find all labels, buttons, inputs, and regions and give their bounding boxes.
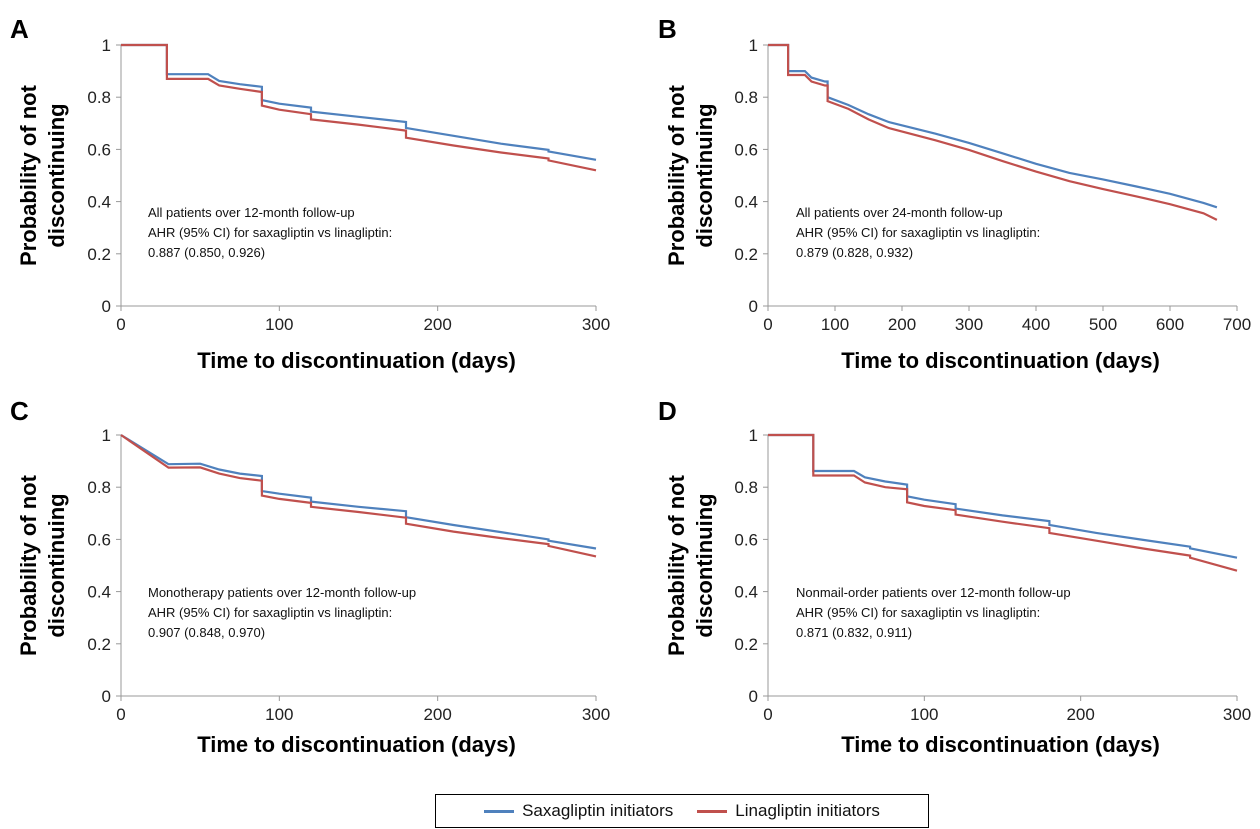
series-line-saxagliptin bbox=[768, 433, 1238, 559]
y-tick-label: 0.4 bbox=[734, 193, 758, 212]
y-tick-label: 0 bbox=[749, 297, 758, 316]
y-tick-label: 0.6 bbox=[87, 140, 111, 159]
y-tick-label: 0.6 bbox=[87, 530, 111, 549]
legend-swatch-saxagliptin bbox=[484, 809, 515, 813]
y-tick-label: 0 bbox=[102, 297, 111, 316]
annotation-line: AHR (95% CI) for saxagliptin vs linaglip… bbox=[148, 605, 392, 620]
legend-item-linagliptin: Linagliptin initiators bbox=[697, 801, 880, 821]
series-line-linagliptin bbox=[121, 43, 597, 172]
y-tick-label: 0.4 bbox=[87, 583, 111, 602]
legend-label-linagliptin: Linagliptin initiators bbox=[735, 801, 880, 820]
y-tick-label: 0.2 bbox=[87, 245, 111, 264]
legend-swatch-linagliptin bbox=[697, 809, 728, 813]
y-axis-label-line: Probability of not bbox=[664, 84, 689, 266]
y-axis-label-line: discontinuing bbox=[44, 493, 69, 637]
y-tick-label: 0.4 bbox=[87, 193, 111, 212]
y-tick-label: 0.2 bbox=[87, 635, 111, 654]
x-tick-label: 0 bbox=[763, 315, 772, 334]
annotation-line: All patients over 24-month follow-up bbox=[796, 205, 1003, 220]
x-tick-label: 200 bbox=[423, 705, 451, 724]
x-tick-label: 200 bbox=[423, 315, 451, 334]
x-tick-label: 300 bbox=[582, 705, 610, 724]
series-line-linagliptin bbox=[120, 434, 597, 558]
x-tick-label: 600 bbox=[1156, 315, 1184, 334]
y-tick-label: 0.8 bbox=[734, 478, 758, 497]
y-tick-label: 0.6 bbox=[734, 140, 758, 159]
x-axis-label: Time to discontinuation (days) bbox=[197, 348, 516, 373]
x-axis-label: Time to discontinuation (days) bbox=[841, 348, 1160, 373]
chart-panel-d: D 0 0.2 0.4 0.6 0.8 1 0 100 200 300 Probability of … bbox=[658, 396, 1251, 757]
y-tick-label: 0.6 bbox=[734, 530, 758, 549]
chart-legend: Saxagliptin initiators Linagliptin initi… bbox=[435, 794, 929, 828]
chart-panel-a: A 0 0.2 0.4 0.6 0.8 1 0 100 200 300 Probability of … bbox=[10, 14, 610, 373]
annotation-line: AHR (95% CI) for saxagliptin vs linaglip… bbox=[796, 605, 1040, 620]
y-tick-label: 0.8 bbox=[87, 88, 111, 107]
y-tick-label: 1 bbox=[102, 36, 111, 55]
y-axis-label-line: discontinuing bbox=[44, 103, 69, 247]
y-tick-label: 1 bbox=[102, 426, 111, 445]
y-tick-label: 0 bbox=[102, 687, 111, 706]
annotation-line: AHR (95% CI) for saxagliptin vs linaglip… bbox=[796, 225, 1040, 240]
x-tick-label: 300 bbox=[582, 315, 610, 334]
annotation-line: 0.907 (0.848, 0.970) bbox=[148, 625, 265, 640]
annotation-line: Nonmail-order patients over 12-month fol… bbox=[796, 585, 1071, 600]
panel-letter: A bbox=[10, 14, 29, 44]
legend-label-saxagliptin: Saxagliptin initiators bbox=[522, 801, 674, 820]
y-tick-label: 0.8 bbox=[87, 478, 111, 497]
x-tick-label: 200 bbox=[1066, 705, 1094, 724]
x-tick-label: 400 bbox=[1022, 315, 1050, 334]
x-tick-label: 0 bbox=[763, 705, 772, 724]
chart-panel-b: B 0 0.2 0.4 0.6 0.8 1 0 100 200 300 400 500 600 700 Pro… bbox=[658, 14, 1251, 373]
y-axis-label-line: Probability of not bbox=[16, 84, 41, 266]
x-tick-label: 700 bbox=[1223, 315, 1251, 334]
y-tick-label: 0 bbox=[749, 687, 758, 706]
annotation-line: 0.879 (0.828, 0.932) bbox=[796, 245, 913, 260]
x-tick-label: 100 bbox=[910, 705, 938, 724]
y-axis-label-line: discontinuing bbox=[692, 493, 717, 637]
y-tick-label: 0.2 bbox=[734, 635, 758, 654]
series-line-linagliptin bbox=[768, 43, 1218, 221]
x-tick-label: 500 bbox=[1089, 315, 1117, 334]
y-tick-label: 0.2 bbox=[734, 245, 758, 264]
y-axis-label-line: Probability of not bbox=[664, 474, 689, 656]
annotation-line: 0.887 (0.850, 0.926) bbox=[148, 245, 265, 260]
annotation-line: 0.871 (0.832, 0.911) bbox=[796, 625, 912, 640]
x-tick-label: 300 bbox=[955, 315, 983, 334]
annotation-line: Monotherapy patients over 12-month follo… bbox=[148, 585, 416, 600]
chart-panel-c: C 0 0.2 0.4 0.6 0.8 1 0 100 200 300 Probability of … bbox=[10, 396, 610, 757]
legend-item-saxagliptin: Saxagliptin initiators bbox=[484, 801, 673, 821]
x-axis-label: Time to discontinuation (days) bbox=[197, 732, 516, 757]
series-line-saxagliptin bbox=[121, 43, 597, 161]
x-axis-label: Time to discontinuation (days) bbox=[841, 732, 1160, 757]
x-tick-label: 100 bbox=[821, 315, 849, 334]
series-line-saxagliptin bbox=[120, 434, 597, 550]
panel-letter: C bbox=[10, 396, 29, 426]
annotation-line: All patients over 12-month follow-up bbox=[148, 205, 355, 220]
y-tick-label: 0.4 bbox=[734, 583, 758, 602]
y-axis-label-line: Probability of not bbox=[16, 474, 41, 656]
y-tick-label: 1 bbox=[749, 36, 758, 55]
panel-letter: D bbox=[658, 396, 677, 426]
x-tick-label: 0 bbox=[116, 315, 125, 334]
x-tick-label: 100 bbox=[265, 705, 293, 724]
x-tick-label: 0 bbox=[116, 705, 125, 724]
y-tick-label: 0.8 bbox=[734, 88, 758, 107]
panel-letter: B bbox=[658, 14, 677, 44]
x-tick-label: 100 bbox=[265, 315, 293, 334]
series-line-linagliptin bbox=[768, 433, 1238, 572]
y-axis-label-line: discontinuing bbox=[692, 103, 717, 247]
y-tick-label: 1 bbox=[749, 426, 758, 445]
x-tick-label: 300 bbox=[1223, 705, 1251, 724]
series-line-saxagliptin bbox=[768, 43, 1218, 209]
x-tick-label: 200 bbox=[888, 315, 916, 334]
annotation-line: AHR (95% CI) for saxagliptin vs linaglip… bbox=[148, 225, 392, 240]
